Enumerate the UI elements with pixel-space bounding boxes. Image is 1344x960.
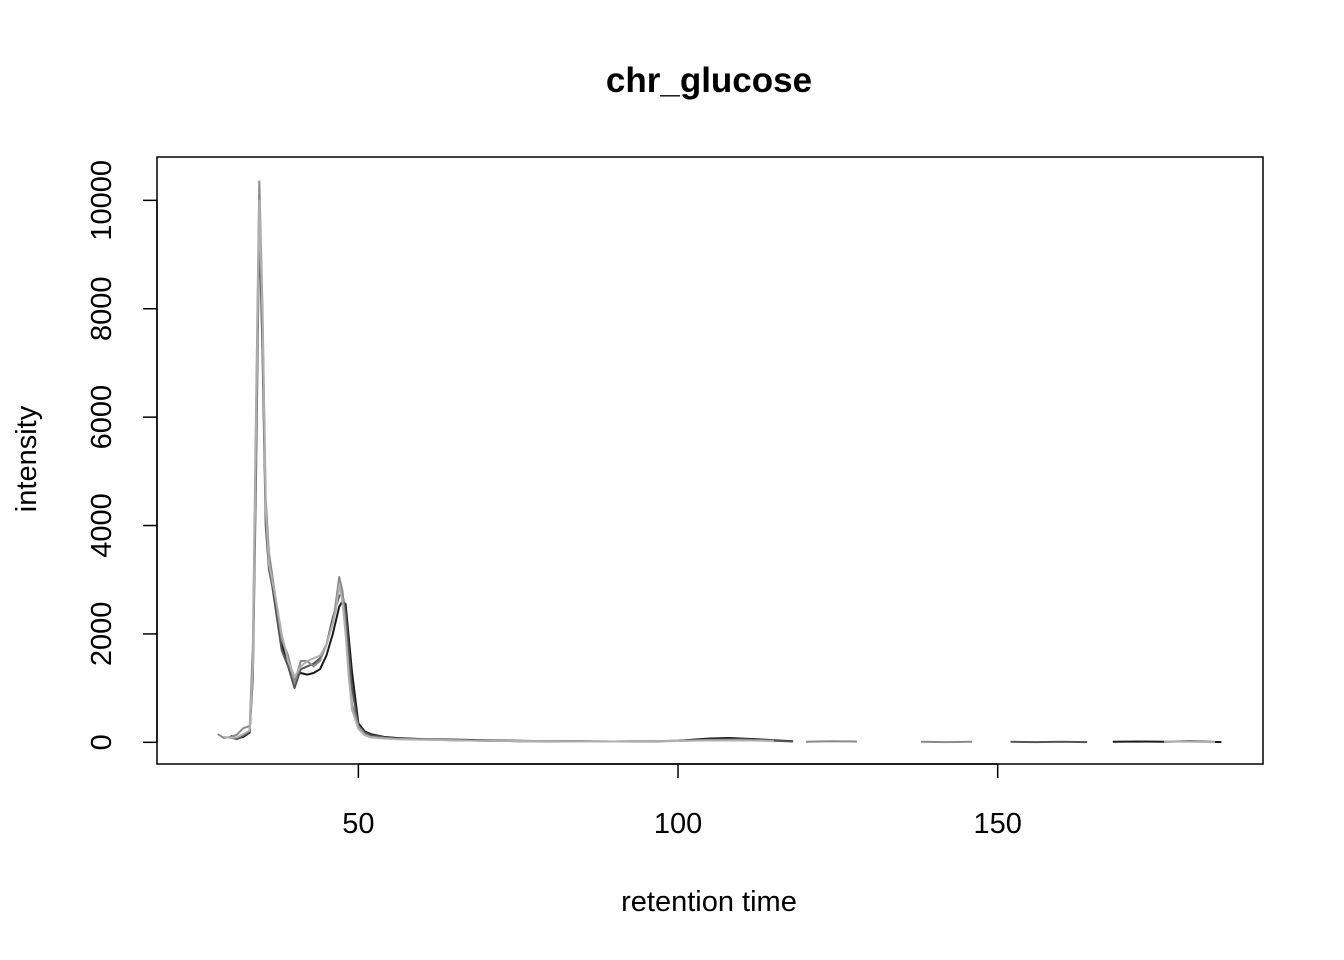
plot-frame (156, 156, 1264, 765)
x-tick-label: 50 (342, 808, 374, 840)
y-tick-label: 6000 (86, 385, 118, 450)
chart-title: chr_glucose (606, 61, 812, 100)
y-tick-label: 4000 (86, 493, 118, 558)
series-4-line (1163, 740, 1216, 744)
y-tick-label: 10000 (86, 160, 118, 241)
x-axis: 50 100 150 (342, 763, 1022, 840)
y-tick-label: 8000 (86, 276, 118, 341)
x-tick-label: 100 (654, 808, 702, 840)
y-tick-label: 0 (86, 734, 118, 750)
x-tick-label: 150 (973, 808, 1021, 840)
series-layer (217, 180, 1222, 744)
series-1-line (230, 193, 794, 743)
series-2-line (230, 221, 794, 743)
series-3-line (217, 180, 774, 743)
series-3-line (805, 740, 858, 743)
y-tick-label: 2000 (86, 602, 118, 667)
x-axis-label: retention time (621, 886, 797, 918)
y-axis: 0 2000 4000 6000 8000 10000 (86, 160, 158, 750)
series-4-line (223, 199, 774, 743)
y-axis-label: intensity (11, 405, 43, 512)
